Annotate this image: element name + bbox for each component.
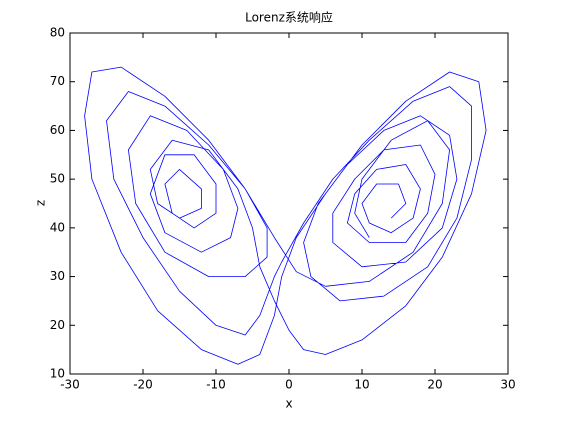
x-tick-label: 30	[500, 378, 515, 392]
y-tick-label: 50	[50, 172, 65, 186]
x-tick-label: -30	[60, 378, 80, 392]
y-tick-label: 20	[50, 318, 65, 332]
x-tick-label: 20	[427, 378, 442, 392]
x-tick-label: 0	[285, 378, 293, 392]
x-tick-label: -20	[133, 378, 153, 392]
y-tick-label: 40	[50, 220, 65, 234]
y-tick-label: 60	[50, 123, 65, 137]
y-tick-label: 80	[50, 26, 65, 40]
x-tick-label: -10	[206, 378, 226, 392]
x-tick-label: 10	[354, 378, 369, 392]
trajectory-line	[84, 66, 487, 365]
chart-title: Lorenz系统响应	[245, 10, 333, 25]
y-axis-label: z	[34, 200, 48, 206]
x-axis-label: x	[285, 397, 292, 411]
y-tick-label: 10	[50, 367, 65, 381]
y-tick-label: 70	[50, 74, 65, 88]
y-tick-label: 30	[50, 269, 65, 283]
